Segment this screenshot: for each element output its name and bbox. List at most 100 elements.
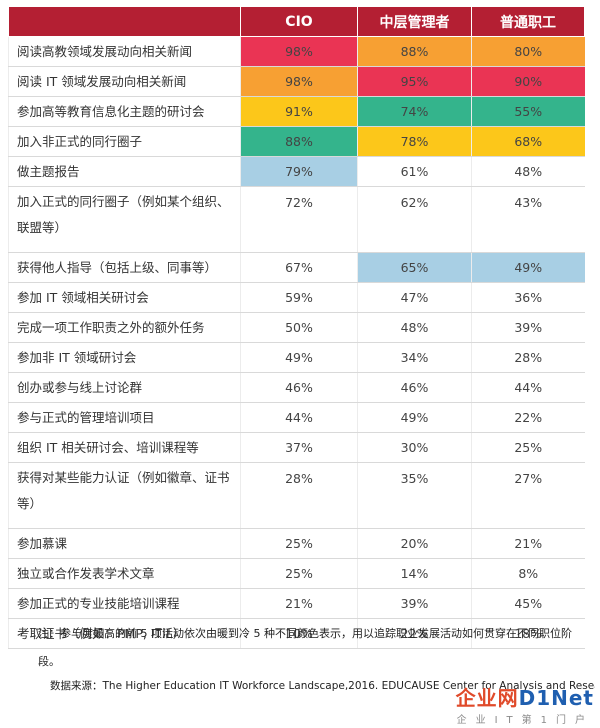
value-cell-middle-manager: 46% xyxy=(357,372,472,403)
value-cell-middle-manager: 39% xyxy=(357,588,472,619)
value-cell-staff: 28% xyxy=(471,342,585,373)
table-row: 参加正式的专业技能培训课程 21% 39% 45% xyxy=(8,588,585,619)
value-cell-middle-manager: 34% xyxy=(357,342,472,373)
value-cell-cio: 67% xyxy=(240,252,358,283)
value-cell-cio: 91% xyxy=(240,96,358,127)
table-row: 阅读 IT 领域发展动向相关新闻 98% 95% 90% xyxy=(8,66,585,97)
table-row: 考取证书（例如：PMP, ITIL） 10% 22% 18% xyxy=(8,618,585,649)
table-row: 参加非 IT 领域研讨会 49% 34% 28% xyxy=(8,342,585,373)
table-row: 组织 IT 相关研讨会、培训课程等 37% 30% 25% xyxy=(8,432,585,463)
row-label: 考取证书（例如：PMP, ITIL） xyxy=(8,618,241,649)
value-cell-cio: 10% xyxy=(240,618,358,649)
row-label: 独立或合作发表学术文章 xyxy=(8,558,241,589)
value-cell-cio: 46% xyxy=(240,372,358,403)
row-label: 做主题报告 xyxy=(8,156,241,187)
value-cell-staff: 39% xyxy=(471,312,585,343)
value-cell-cio: 59% xyxy=(240,282,358,313)
row-label: 获得他人指导（包括上级、同事等） xyxy=(8,252,241,283)
value-cell-cio: 98% xyxy=(240,66,358,97)
value-cell-middle-manager: 35% xyxy=(357,462,472,529)
value-cell-middle-manager: 65% xyxy=(357,252,472,283)
header-cio: CIO xyxy=(240,6,358,37)
value-cell-staff: 55% xyxy=(471,96,585,127)
value-cell-middle-manager: 22% xyxy=(357,618,472,649)
row-label: 参与正式的管理培训项目 xyxy=(8,402,241,433)
value-cell-staff: 80% xyxy=(471,36,585,67)
value-cell-cio: 25% xyxy=(240,528,358,559)
value-cell-staff: 90% xyxy=(471,66,585,97)
row-label: 参加 IT 领域相关研讨会 xyxy=(8,282,241,313)
value-cell-middle-manager: 62% xyxy=(357,186,472,253)
table-row: 加入正式的同行圈子（例如某个组织、联盟等） 72% 62% 43% xyxy=(8,186,585,253)
row-label: 组织 IT 相关研讨会、培训课程等 xyxy=(8,432,241,463)
table-row: 完成一项工作职责之外的额外任务 50% 48% 39% xyxy=(8,312,585,343)
table-row: 参加慕课 25% 20% 21% xyxy=(8,528,585,559)
value-cell-staff: 22% xyxy=(471,402,585,433)
value-cell-middle-manager: 48% xyxy=(357,312,472,343)
row-label: 参加非 IT 领域研讨会 xyxy=(8,342,241,373)
value-cell-middle-manager: 20% xyxy=(357,528,472,559)
value-cell-staff: 21% xyxy=(471,528,585,559)
value-cell-cio: 25% xyxy=(240,558,358,589)
table-row: 参加 IT 领域相关研讨会 59% 47% 36% xyxy=(8,282,585,313)
activity-table: CIO 中层管理者 普通职工 阅读高教领域发展动向相关新闻 98% 88% 80% 阅读… xyxy=(8,6,585,649)
value-cell-cio: 88% xyxy=(240,126,358,157)
value-cell-cio: 50% xyxy=(240,312,358,343)
table-body: 阅读高教领域发展动向相关新闻 98% 88% 80% 阅读 IT 领域发展动向相关新闻 9… xyxy=(8,36,585,649)
value-cell-middle-manager: 61% xyxy=(357,156,472,187)
table-row: 参加高等教育信息化主题的研讨会 91% 74% 55% xyxy=(8,96,585,127)
header-middle-manager: 中层管理者 xyxy=(357,6,472,37)
value-cell-staff: 48% xyxy=(471,156,585,187)
table-row: 独立或合作发表学术文章 25% 14% 8% xyxy=(8,558,585,589)
value-cell-staff: 36% xyxy=(471,282,585,313)
value-cell-cio: 72% xyxy=(240,186,358,253)
row-label: 参加慕课 xyxy=(8,528,241,559)
value-cell-staff: 68% xyxy=(471,126,585,157)
row-label: 阅读 IT 领域发展动向相关新闻 xyxy=(8,66,241,97)
value-cell-middle-manager: 88% xyxy=(357,36,472,67)
value-cell-staff: 43% xyxy=(471,186,585,253)
row-label: 参加正式的专业技能培训课程 xyxy=(8,588,241,619)
value-cell-staff: 27% xyxy=(471,462,585,529)
value-cell-cio: 37% xyxy=(240,432,358,463)
value-cell-cio: 98% xyxy=(240,36,358,67)
source-line: 数据来源：The Higher Education IT Workforce L… xyxy=(50,680,595,692)
value-cell-cio: 79% xyxy=(240,156,358,187)
row-label: 加入正式的同行圈子（例如某个组织、联盟等） xyxy=(8,186,241,253)
table-row: 阅读高教领域发展动向相关新闻 98% 88% 80% xyxy=(8,36,585,67)
table-header-row: CIO 中层管理者 普通职工 xyxy=(8,6,585,37)
value-cell-staff: 44% xyxy=(471,372,585,403)
watermark-sub: 企业IT第1门户 xyxy=(456,715,594,726)
row-label: 加入非正式的同行圈子 xyxy=(8,126,241,157)
header-staff: 普通职工 xyxy=(471,6,585,37)
value-cell-cio: 21% xyxy=(240,588,358,619)
value-cell-middle-manager: 14% xyxy=(357,558,472,589)
header-blank xyxy=(8,6,241,37)
row-label: 阅读高教领域发展动向相关新闻 xyxy=(8,36,241,67)
value-cell-cio: 28% xyxy=(240,462,358,529)
value-cell-middle-manager: 47% xyxy=(357,282,472,313)
watermark-logo: 企业网D1Net 企业IT第1门户 xyxy=(456,682,594,726)
value-cell-staff: 25% xyxy=(471,432,585,463)
footnote: 注：参与度最高的前 5 项活动依次由暖到冷 5 种不同颜色表示，用以追踪职业发展… xyxy=(38,627,572,668)
value-cell-cio: 44% xyxy=(240,402,358,433)
watermark-main-b: D1Net xyxy=(518,686,594,710)
value-cell-staff: 8% xyxy=(471,558,585,589)
table-row: 获得对某些能力认证（例如徽章、证书等） 28% 35% 27% xyxy=(8,462,585,529)
value-cell-staff: 49% xyxy=(471,252,585,283)
table-row: 做主题报告 79% 61% 48% xyxy=(8,156,585,187)
value-cell-cio: 49% xyxy=(240,342,358,373)
row-label: 创办或参与线上讨论群 xyxy=(8,372,241,403)
table-row: 加入非正式的同行圈子 88% 78% 68% xyxy=(8,126,585,157)
watermark-main-a: 企业网 xyxy=(455,686,519,710)
row-label: 完成一项工作职责之外的额外任务 xyxy=(8,312,241,343)
value-cell-middle-manager: 95% xyxy=(357,66,472,97)
value-cell-middle-manager: 78% xyxy=(357,126,472,157)
table-row: 获得他人指导（包括上级、同事等） 67% 65% 49% xyxy=(8,252,585,283)
value-cell-middle-manager: 49% xyxy=(357,402,472,433)
row-label: 参加高等教育信息化主题的研讨会 xyxy=(8,96,241,127)
value-cell-middle-manager: 74% xyxy=(357,96,472,127)
value-cell-staff: 45% xyxy=(471,588,585,619)
table-row: 参与正式的管理培训项目 44% 49% 22% xyxy=(8,402,585,433)
